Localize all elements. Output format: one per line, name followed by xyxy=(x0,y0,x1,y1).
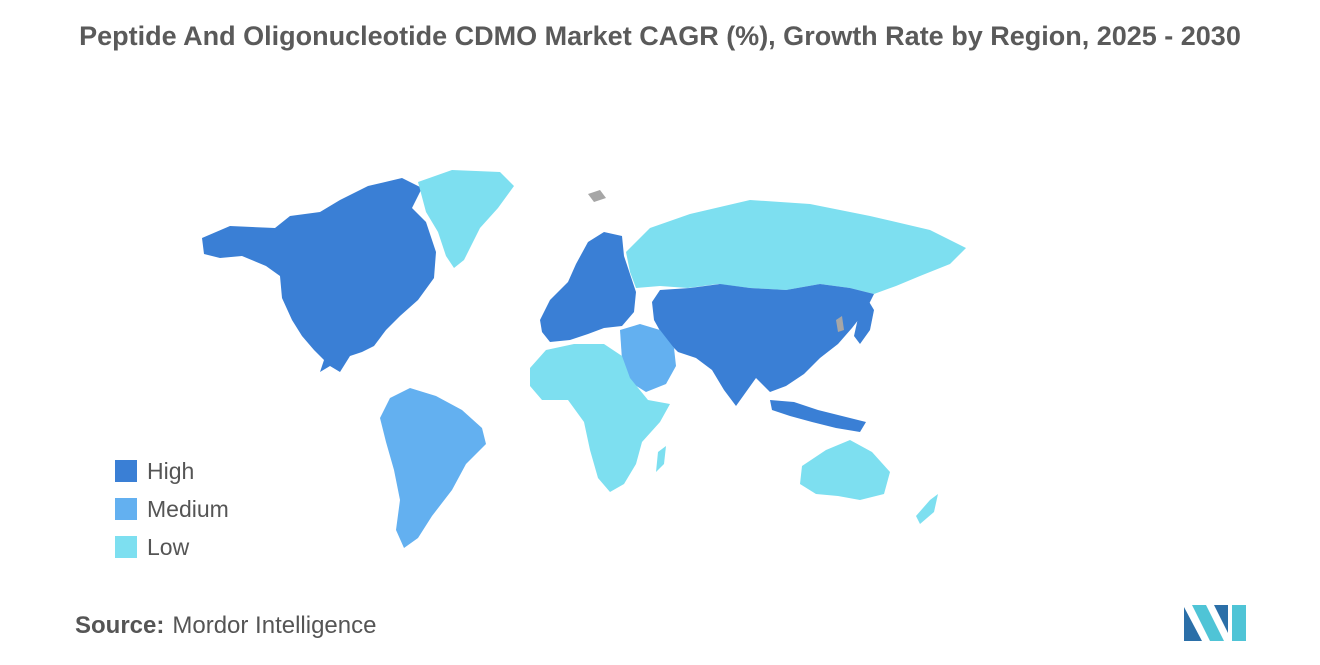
region-no-data-svalbard xyxy=(588,190,606,202)
legend: High Medium Low xyxy=(115,452,229,566)
region-greenland xyxy=(418,170,514,268)
region-middle-east xyxy=(620,324,676,392)
region-madagascar xyxy=(656,446,666,472)
region-japan xyxy=(854,300,874,344)
region-no-data-korea xyxy=(836,316,844,332)
legend-label-high: High xyxy=(147,457,195,484)
source-label: Source: xyxy=(75,612,165,639)
region-south-america xyxy=(380,388,486,548)
legend-label-medium: Medium xyxy=(147,495,229,522)
source-name: Mordor Intelligence xyxy=(172,612,377,639)
region-north-america xyxy=(202,178,436,372)
legend-swatch-high xyxy=(115,460,137,482)
region-russia xyxy=(626,200,966,294)
legend-swatch-low xyxy=(115,536,137,558)
region-new-zealand xyxy=(916,494,938,524)
source-line: Source: Mordor Intelligence xyxy=(75,612,376,640)
mordor-intelligence-logo-icon xyxy=(1184,605,1246,641)
region-asia xyxy=(652,284,874,406)
legend-item-high: High xyxy=(115,452,229,490)
legend-label-low: Low xyxy=(147,533,190,560)
legend-swatch-medium xyxy=(115,498,137,520)
chart-title: Peptide And Oligonucleotide CDMO Market … xyxy=(79,21,1241,51)
region-europe xyxy=(540,232,636,342)
region-africa xyxy=(530,344,670,492)
legend-item-medium: Medium xyxy=(115,490,229,528)
legend-item-low: Low xyxy=(115,528,229,566)
region-southeast-asia xyxy=(770,400,866,432)
world-map xyxy=(202,170,966,548)
region-australia xyxy=(800,440,890,500)
